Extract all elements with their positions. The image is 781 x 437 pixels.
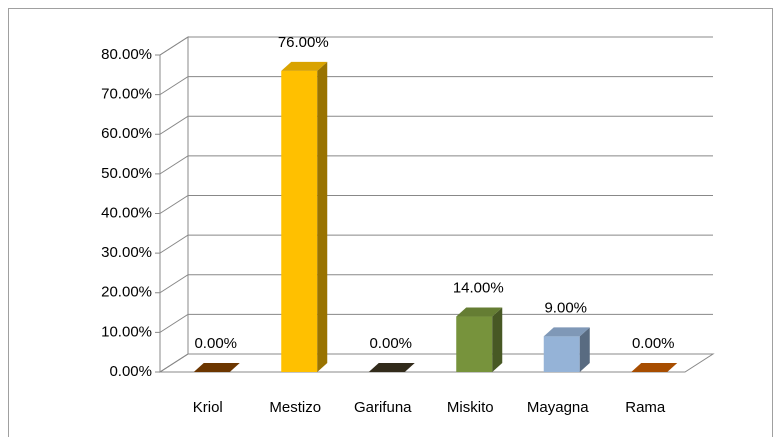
y-tick-label: 50.00%: [101, 165, 152, 182]
bar-side: [492, 307, 503, 372]
y-tick-label: 40.00%: [101, 204, 152, 221]
y-tick-label: 20.00%: [101, 284, 152, 301]
bar-top: [543, 327, 590, 337]
value-label: 0.00%: [369, 335, 412, 352]
floor: [158, 353, 715, 373]
grid-line: [159, 274, 713, 294]
grid-line: [159, 155, 713, 175]
grid-line: [159, 195, 713, 214]
x-tick-label: Kriol: [193, 399, 223, 416]
value-label: 14.00%: [453, 279, 504, 296]
grid-line: [159, 313, 713, 333]
bar-side: [579, 327, 590, 372]
bar-top: [456, 307, 503, 317]
x-tick-label: Miskito: [447, 399, 494, 416]
chart-frame: [8, 8, 773, 437]
grid-line: [159, 36, 713, 56]
bar-front: [543, 336, 580, 372]
bar-front: [281, 70, 318, 372]
bar-top: [193, 363, 240, 372]
value-label: 0.00%: [194, 335, 237, 352]
y-tick-label: 70.00%: [101, 86, 152, 103]
grid-line: [159, 353, 713, 373]
bar-top: [368, 363, 415, 372]
bar-front: [456, 316, 493, 372]
y-tick-label: 0.00%: [109, 363, 152, 380]
bar-side: [317, 61, 328, 372]
x-tick-label: Garifuna: [354, 399, 412, 416]
grid-line: [159, 234, 713, 254]
value-label: 0.00%: [632, 335, 675, 352]
grid-line: [159, 115, 713, 135]
value-label: 76.00%: [278, 34, 329, 51]
y-tick-label: 80.00%: [101, 46, 152, 63]
value-label: 9.00%: [544, 299, 587, 316]
x-tick-label: Mayagna: [527, 399, 589, 416]
y-tick-label: 30.00%: [101, 244, 152, 261]
bar-top: [281, 61, 328, 71]
bar-top: [631, 363, 678, 372]
grid-line: [159, 76, 713, 96]
x-tick-label: Mestizo: [269, 399, 321, 416]
x-tick-label: Rama: [625, 399, 666, 416]
y-tick-label: 60.00%: [101, 125, 152, 142]
y-tick-label: 10.00%: [101, 323, 152, 340]
